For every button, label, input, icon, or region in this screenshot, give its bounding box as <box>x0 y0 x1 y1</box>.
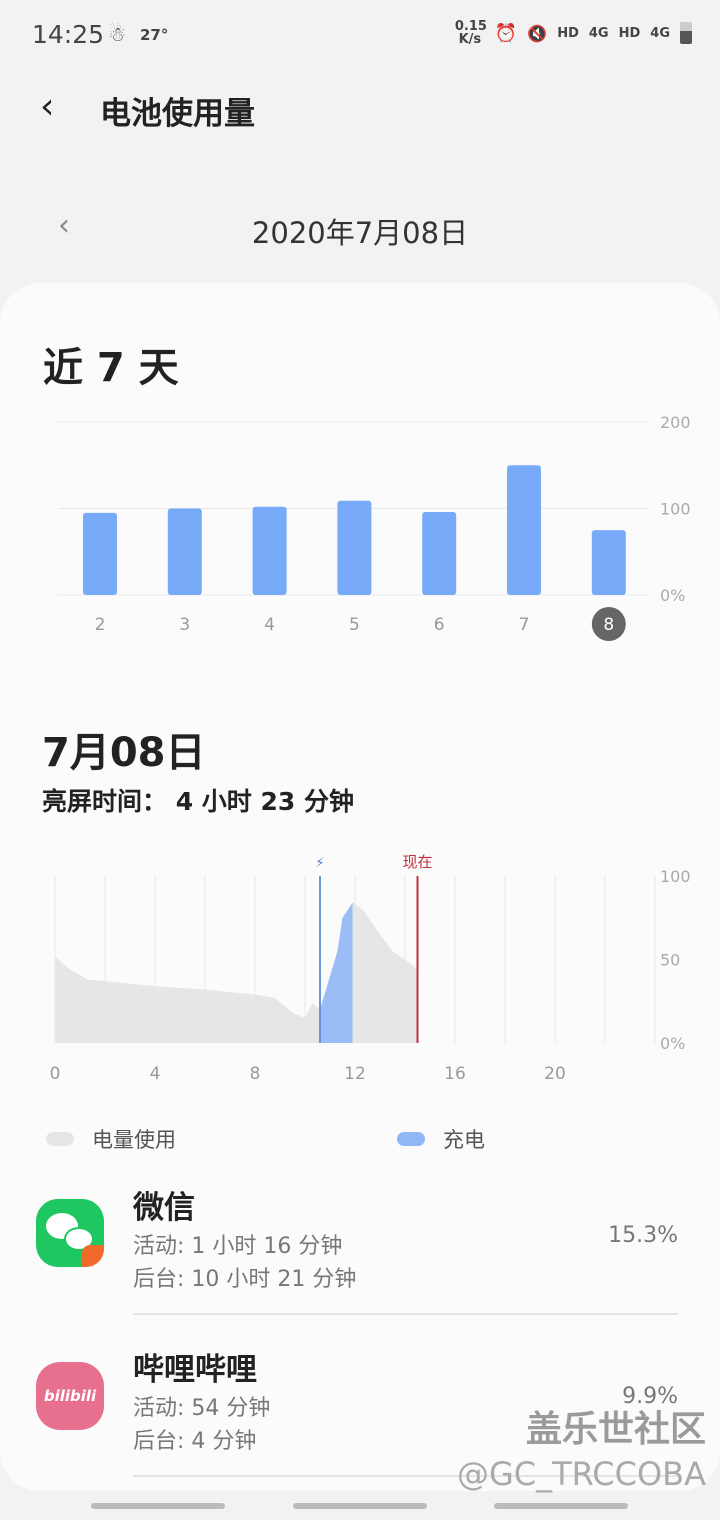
x-tick-label: 4 <box>150 1064 161 1084</box>
active-time: 活动: 1 小时 16 分钟 <box>133 1234 343 1259</box>
x-tick-label: 6 <box>434 615 445 635</box>
watermark-title: 盖乐世社区 <box>525 1409 706 1450</box>
status-icons: 0.15 K/s ⏰ 🔇 HD 4G HD 4G <box>455 20 692 46</box>
x-tick-label: 0 <box>50 1064 61 1084</box>
nav-home[interactable] <box>293 1503 427 1509</box>
x-tick-label: 20 <box>544 1064 566 1084</box>
day-title: 7月08日 <box>42 730 206 776</box>
nav-back[interactable] <box>494 1503 628 1509</box>
bar-3 <box>167 508 202 595</box>
bar-2 <box>83 512 117 595</box>
divider <box>133 1475 678 1477</box>
bar-4 <box>252 506 287 595</box>
hd-icon: HD <box>618 25 641 41</box>
weather-icon: ☃ <box>108 22 126 46</box>
back-button[interactable]: ‹ <box>40 86 55 127</box>
x-tick-label: 16 <box>444 1064 466 1084</box>
4g-signal-icon: 4G <box>588 25 609 41</box>
previous-date-button[interactable]: ‹ <box>58 208 70 243</box>
usage-card <box>0 283 720 1491</box>
status-bar: 14:25 ☃ 27° 0.15 K/s ⏰ 🔇 HD 4G HD 4G <box>0 0 720 70</box>
mute-icon: 🔇 <box>527 23 548 43</box>
bilibili-icon: bilibili <box>36 1362 104 1430</box>
week-title: 近 7 天 <box>43 345 179 391</box>
bar-7 <box>507 465 541 595</box>
net-speed: 0.15 K/s <box>454 19 487 47</box>
page-title: 电池使用量 <box>100 96 255 132</box>
x-tick-label: 7 <box>519 615 530 635</box>
charging-area <box>320 902 353 1043</box>
daily-battery-chart: ⚡ 现在 100 50 0% 0 4 8 12 16 20 <box>50 853 691 1084</box>
legend-label: 充电 <box>443 1128 485 1152</box>
usage-swatch <box>46 1132 74 1146</box>
now-label: 现在 <box>402 853 432 871</box>
clock: 14:25 <box>32 20 105 49</box>
x-tick-label: 2 <box>95 615 106 635</box>
weekly-bar-chart: 200 100 0% 2 3 4 5 6 7 8 <box>58 413 691 641</box>
legend-charging: 充电 <box>397 1124 485 1154</box>
y-tick-label: 100 <box>660 500 691 519</box>
active-time: 活动: 54 分钟 <box>133 1396 271 1421</box>
x-tick-label: 8 <box>250 1064 261 1084</box>
background-time: 后台: 4 分钟 <box>133 1429 257 1454</box>
bar-8 <box>591 530 626 595</box>
bar-6 <box>422 511 457 595</box>
current-date: 2020年7月08日 <box>251 216 469 250</box>
battery-icon <box>680 22 692 44</box>
y-tick-label: 0% <box>660 1034 685 1053</box>
hd-icon: HD <box>557 25 579 41</box>
y-tick-label: 50 <box>660 951 680 970</box>
legend-usage: 电量使用 <box>46 1124 176 1154</box>
background-time: 后台: 10 小时 21 分钟 <box>133 1267 357 1292</box>
divider <box>133 1313 678 1315</box>
temperature: 27° <box>140 26 169 44</box>
x-tick-label: 5 <box>349 615 360 635</box>
charging-swatch <box>397 1132 425 1146</box>
wechat-icon <box>36 1199 104 1267</box>
usage-area <box>55 902 418 1043</box>
x-tick-label: 12 <box>344 1064 366 1084</box>
nav-recents[interactable] <box>91 1503 225 1509</box>
usage-percent: 15.3% <box>608 1223 678 1248</box>
charging-bolt-icon: ⚡ <box>315 856 324 871</box>
x-tick-label: 3 <box>179 615 190 635</box>
screen-time: 亮屏时间： 4 小时 23 分钟 <box>42 787 355 816</box>
watermark-handle: @GC_TRCCOBA <box>456 1455 706 1493</box>
alarm-icon: ⏰ <box>494 22 518 44</box>
usage-percent: 9.9% <box>622 1384 678 1409</box>
y-tick-label: 200 <box>660 413 691 432</box>
x-tick-label: 8 <box>603 615 614 635</box>
y-tick-label: 100 <box>660 867 691 886</box>
selected-day-marker <box>591 607 626 641</box>
x-tick-label: 4 <box>264 615 275 635</box>
bar-5 <box>337 500 372 595</box>
app-name: 哔哩哔哩 <box>133 1352 257 1388</box>
legend-label: 电量使用 <box>92 1128 176 1152</box>
y-tick-label: 0% <box>660 586 685 605</box>
4g-signal-icon: 4G <box>650 25 670 41</box>
app-name: 微信 <box>133 1190 195 1226</box>
